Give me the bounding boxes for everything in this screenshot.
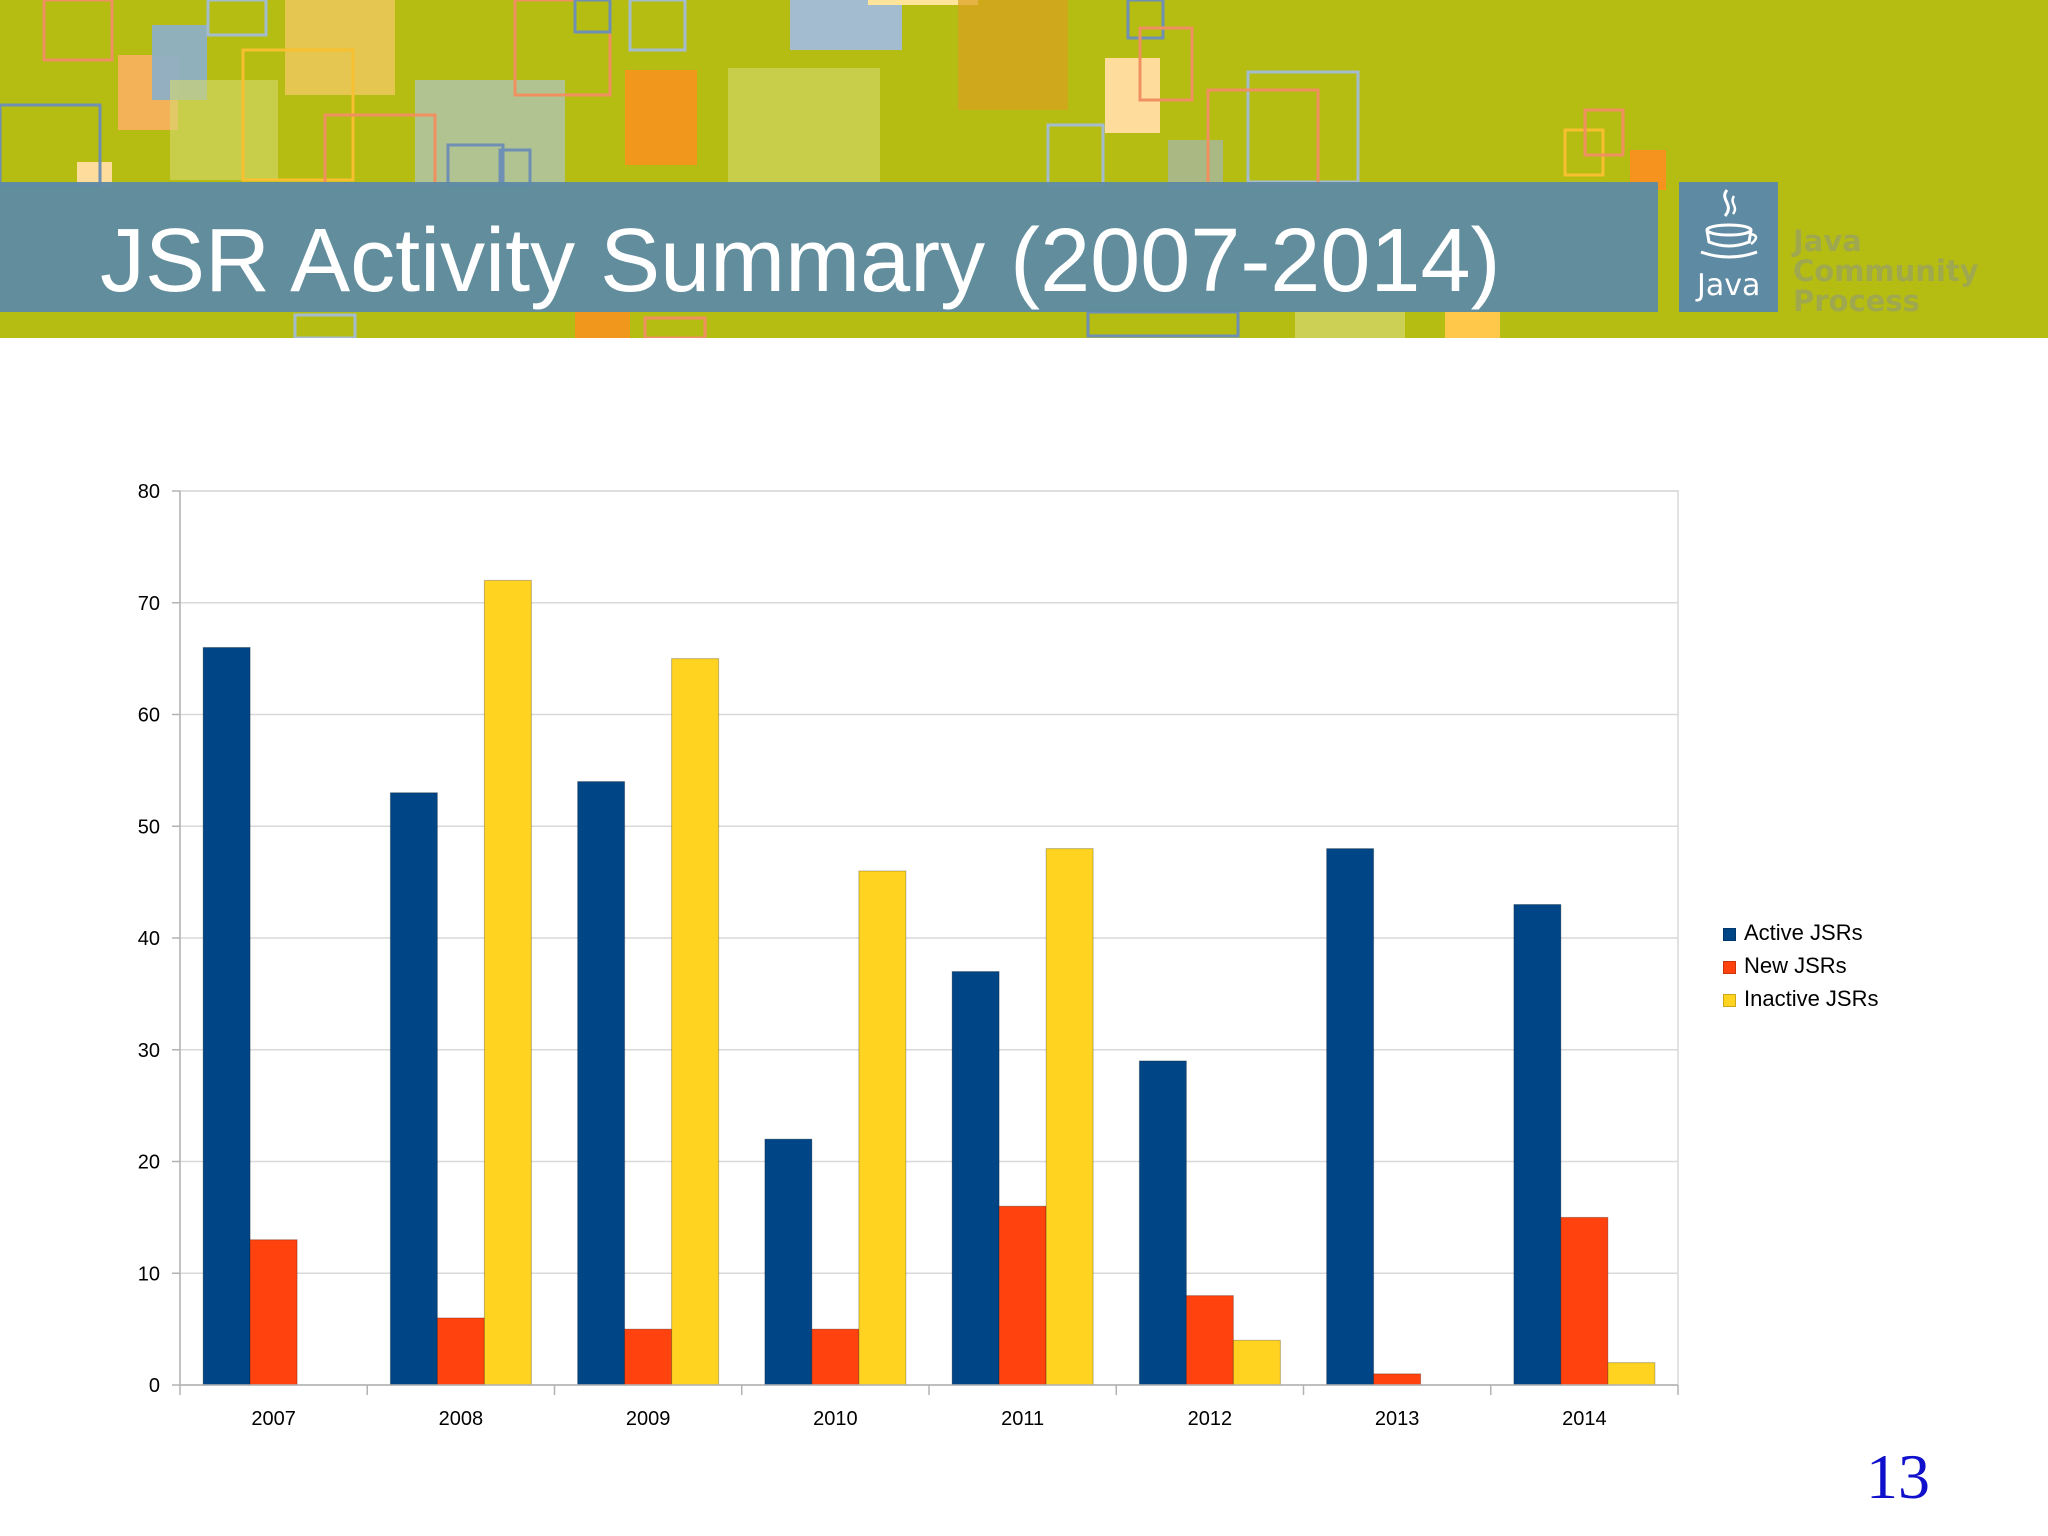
y-tick-label: 0 xyxy=(149,1375,160,1397)
jcp-line-1: Java xyxy=(1793,224,1862,258)
jcp-logo-text: Java Community Process xyxy=(1793,226,1979,316)
bar-active-jsrs-2009 xyxy=(577,781,626,1386)
slide-title: JSR Activity Summary (2007-2014) xyxy=(100,211,1501,311)
y-tick-label: 40 xyxy=(138,928,160,950)
bar-active-jsrs-2008 xyxy=(389,792,438,1386)
legend-swatch xyxy=(1723,960,1736,974)
chart-legend: Active JSRs New JSRs Inactive JSRs xyxy=(1723,920,1879,1019)
legend-item: Inactive JSRs xyxy=(1723,986,1879,1019)
chart-axes: 0 10 20 30 40 50 60 70 80 2007 2008 2009 2010 2011 201… xyxy=(138,481,1679,1430)
bar-inactive-jsrs-2012 xyxy=(1232,1339,1281,1386)
java-logo-word: Java xyxy=(1697,268,1761,303)
bar-new-jsrs-2012 xyxy=(1185,1295,1234,1386)
x-tick-label: 2012 xyxy=(1188,1408,1233,1430)
y-tick-label: 20 xyxy=(138,1152,160,1174)
java-logo xyxy=(1679,182,1778,312)
bar-new-jsrs-2009 xyxy=(624,1328,673,1386)
legend-label: Active JSRs xyxy=(1744,920,1863,945)
bar-new-jsrs-2008 xyxy=(436,1317,485,1386)
legend-label: Inactive JSRs xyxy=(1744,986,1879,1011)
bar-new-jsrs-2007 xyxy=(249,1239,298,1386)
x-tick-label: 2014 xyxy=(1562,1408,1607,1430)
legend-label: New JSRs xyxy=(1744,953,1847,978)
x-tick-label: 2008 xyxy=(439,1408,484,1430)
bar-new-jsrs-2010 xyxy=(811,1328,860,1386)
y-tick-label: 30 xyxy=(138,1040,160,1062)
header-banner: JSR Activity Summary (2007-2014) Java Ja… xyxy=(0,0,2048,338)
chart-bars xyxy=(202,579,1656,1386)
bar-new-jsrs-2013 xyxy=(1373,1373,1422,1386)
legend-swatch xyxy=(1723,993,1736,1007)
bar-active-jsrs-2014 xyxy=(1513,903,1562,1386)
x-tick-label: 2010 xyxy=(813,1408,858,1430)
x-tick-label: 2013 xyxy=(1375,1408,1420,1430)
bar-inactive-jsrs-2010 xyxy=(858,870,907,1386)
bar-active-jsrs-2007 xyxy=(202,646,251,1386)
y-tick-label: 80 xyxy=(138,481,160,503)
bar-new-jsrs-2011 xyxy=(998,1205,1047,1386)
y-tick-label: 10 xyxy=(138,1263,160,1285)
bar-active-jsrs-2012 xyxy=(1138,1060,1187,1386)
bar-new-jsrs-2014 xyxy=(1560,1216,1609,1386)
x-tick-label: 2011 xyxy=(1001,1408,1044,1430)
y-tick-label: 70 xyxy=(138,593,160,615)
bar-active-jsrs-2013 xyxy=(1326,848,1375,1386)
coffee-cup-icon xyxy=(1700,189,1758,259)
bar-inactive-jsrs-2014 xyxy=(1607,1362,1656,1386)
title-bar xyxy=(0,182,1658,312)
bar-inactive-jsrs-2008 xyxy=(483,579,532,1386)
bar-inactive-jsrs-2011 xyxy=(1045,848,1094,1386)
page-number: 13 xyxy=(1866,1441,1930,1512)
legend-item: Active JSRs xyxy=(1723,920,1879,953)
bar-inactive-jsrs-2009 xyxy=(671,658,720,1386)
y-tick-label: 60 xyxy=(138,705,160,727)
legend-item: New JSRs xyxy=(1723,953,1879,986)
bar-active-jsrs-2011 xyxy=(951,971,1000,1386)
y-tick-label: 50 xyxy=(138,816,160,838)
bar-active-jsrs-2010 xyxy=(764,1138,813,1386)
x-tick-label: 2007 xyxy=(251,1408,296,1430)
jcp-line-2: Community xyxy=(1793,254,1979,288)
x-tick-label: 2009 xyxy=(626,1408,671,1430)
legend-swatch xyxy=(1723,927,1736,941)
jcp-line-3: Process xyxy=(1793,284,1920,318)
